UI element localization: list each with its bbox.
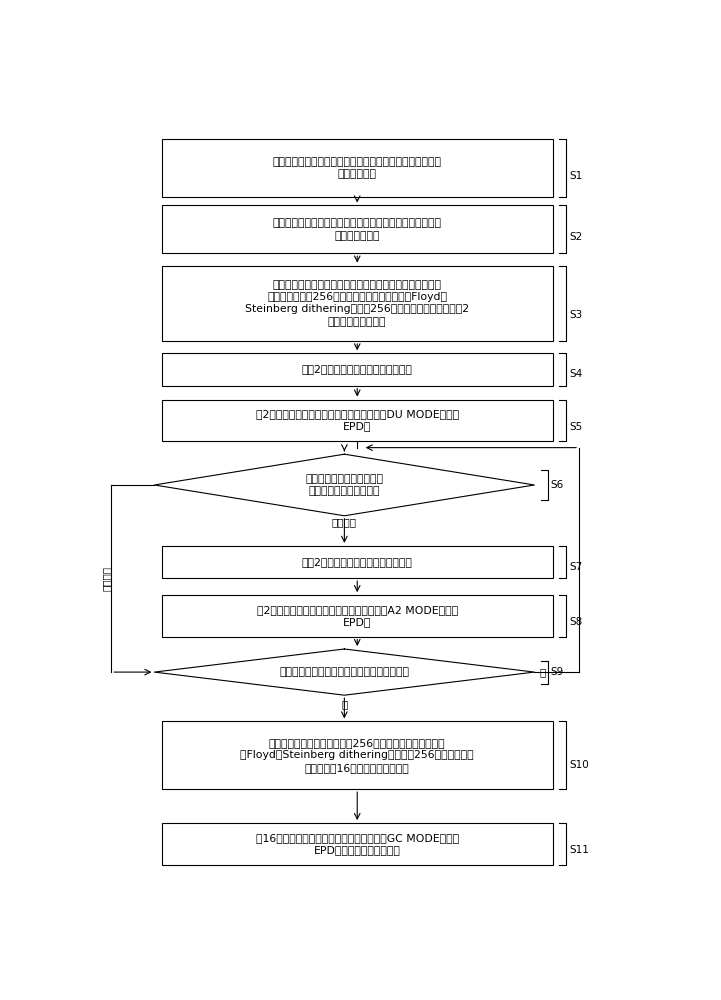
Text: S2: S2 [569,232,583,242]
Text: S11: S11 [569,845,589,855]
Text: 移动事件: 移动事件 [332,517,357,527]
FancyBboxPatch shape [162,353,553,386]
Text: 计算2灰阶的黑白图像数据的显示区域: 计算2灰阶的黑白图像数据的显示区域 [302,364,412,374]
Text: S9: S9 [551,667,564,677]
Text: 是: 是 [540,667,547,677]
Text: S3: S3 [569,310,583,320]
Text: S5: S5 [569,422,583,432]
Polygon shape [154,454,534,516]
Polygon shape [154,649,534,695]
Text: S1: S1 [569,171,583,181]
Text: 将缩放后的彩色图像数据转成256灰阶的黑白图像数据，采
用Floyd－Steinberg dithering算法，把256灰阶的黑白图
像数据转成16灰阶的黑白: 将缩放后的彩色图像数据转成256灰阶的黑白图像数据，采 用Floyd－Stein… [240,738,474,773]
FancyBboxPatch shape [162,546,553,578]
Text: 判断一预设时间内触摸屏是否接收到触摸事件: 判断一预设时间内触摸屏是否接收到触摸事件 [279,667,410,677]
Text: 当确定图片宽或高大于屏的宽或高时判断是否接收到触摸屏
的移动图片指令: 当确定图片宽或高大于屏的宽或高时判断是否接收到触摸屏 的移动图片指令 [273,218,442,241]
FancyBboxPatch shape [162,595,553,637]
Text: 计算2灰阶的黑白图像数据的显示区域: 计算2灰阶的黑白图像数据的显示区域 [302,557,412,567]
Text: 否: 否 [341,699,348,709]
Text: S8: S8 [569,617,583,627]
FancyBboxPatch shape [162,205,553,253]
Text: 将2灰阶的黑白图像数据的显示区域的数据以DU MODE显示到
EPD屏: 将2灰阶的黑白图像数据的显示区域的数据以DU MODE显示到 EPD屏 [256,409,459,432]
Text: S10: S10 [569,760,589,770]
Text: S7: S7 [569,562,583,572]
Text: 判断触摸屏接收到触摸事件
是移动事件还是弹起事件: 判断触摸屏接收到触摸事件 是移动事件还是弹起事件 [306,474,384,496]
Text: 当确定触摸屏接收到移动图片指令时，将缩放后的图片的彩
色图像数据转成256灰阶的黑白图像数据，采用Floyd－
Steinberg dithering算法将25: 当确定触摸屏接收到移动图片指令时，将缩放后的图片的彩 色图像数据转成256灰阶的… [245,280,469,327]
FancyBboxPatch shape [162,139,553,197]
Text: 将2灰阶的黑白图像数据的显示区域的数据以A2 MODE显示到
EPD屏: 将2灰阶的黑白图像数据的显示区域的数据以A2 MODE显示到 EPD屏 [257,605,458,627]
Text: S4: S4 [569,369,583,379]
FancyBboxPatch shape [162,266,553,341]
FancyBboxPatch shape [162,823,553,865]
Text: S6: S6 [551,480,564,490]
Text: 将16灰阶的黑白图像数据的显示区域数据以GC MODE显示到
EPD屏，退出图片移动状态: 将16灰阶的黑白图像数据的显示区域数据以GC MODE显示到 EPD屏，退出图片… [256,833,459,855]
Text: 判断缩放后图片的宽是否大于屏的宽或者缩放后的图片高是
否大于屏的高: 判断缩放后图片的宽是否大于屏的宽或者缩放后的图片高是 否大于屏的高 [273,157,442,179]
FancyBboxPatch shape [162,721,553,789]
FancyBboxPatch shape [162,400,553,441]
Text: 弹起事件: 弹起事件 [102,566,112,591]
